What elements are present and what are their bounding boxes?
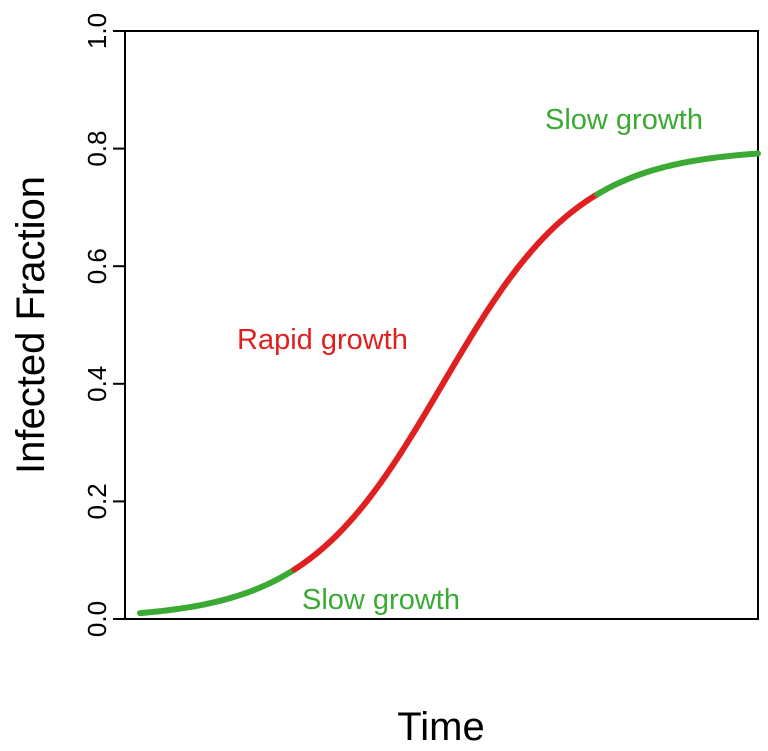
curve-segment-1	[137, 566, 298, 617]
annotation-rapid-growth: Rapid growth	[237, 324, 408, 356]
y-tick-label: 0.8	[82, 131, 112, 167]
y-tick-label: 0.4	[82, 366, 112, 402]
annotation-slow-growth-end: Slow growth	[545, 104, 703, 136]
x-axis-title: Time	[397, 705, 484, 749]
y-tick-label: 0.6	[82, 248, 112, 284]
y-tick-label: 0.0	[82, 601, 112, 637]
curve-segment-2	[291, 191, 601, 573]
y-tick-label: 0.2	[82, 483, 112, 519]
curve-segment-3	[594, 150, 761, 198]
annotation-slow-growth-start: Slow growth	[302, 584, 460, 616]
series-layer	[137, 150, 761, 617]
y-axis: 0.0 0.2 0.4 0.6 0.8 1.0	[82, 13, 126, 637]
y-axis-title: Infected Fraction	[9, 176, 53, 474]
y-tick-label: 1.0	[82, 13, 112, 49]
